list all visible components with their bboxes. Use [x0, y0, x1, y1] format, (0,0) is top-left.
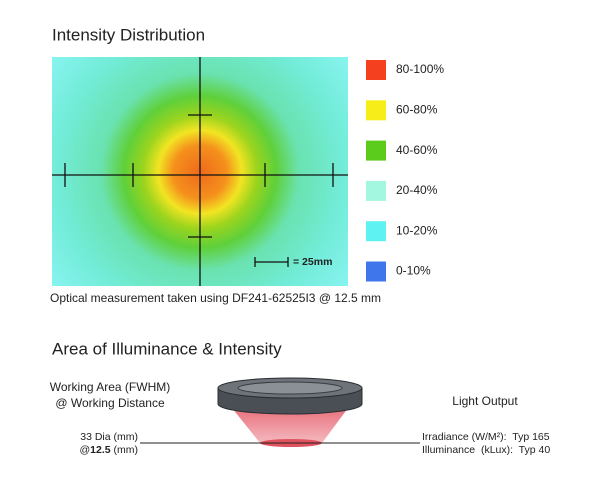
scale-label: = 25mm	[293, 256, 332, 268]
label: @12.5 (mm)	[79, 444, 138, 456]
title: Area of Illuminance & Intensity	[52, 339, 282, 358]
label: Illuminance (kLux): Typ 40	[422, 444, 550, 456]
label: @ Working Distance	[55, 396, 165, 410]
legend-label: 80-100%	[396, 62, 444, 76]
label: (mm)	[111, 444, 138, 456]
legend-label: 40-60%	[396, 143, 438, 157]
label: Working Area (FWHM)	[50, 380, 170, 394]
legend-label: 60-80%	[396, 102, 438, 116]
title: Intensity Distribution	[52, 25, 205, 44]
legend-swatch	[366, 180, 386, 201]
label: 12.5	[90, 444, 111, 456]
label: Light Output	[452, 394, 518, 408]
label: 33 Dia (mm)	[80, 431, 138, 443]
legend-label: 20-40%	[396, 183, 438, 197]
label: @	[79, 444, 90, 456]
legend-swatch	[366, 60, 386, 80]
legend-label: 0-10%	[396, 264, 431, 278]
caption: Optical measurement taken using DF241-62…	[50, 291, 381, 305]
crosshair	[52, 57, 348, 286]
lens	[217, 377, 363, 415]
legend-swatch	[366, 221, 386, 242]
legend-swatch	[366, 100, 386, 121]
label: Irradiance (W/M²): Typ 165	[422, 431, 550, 443]
legend-swatch	[366, 261, 386, 282]
legend-label: 10-20%	[396, 223, 438, 237]
legend-swatch	[366, 140, 386, 161]
legend: 80-100% 60-80% 40-60% 20-40% 10-20% 0-10%	[366, 60, 444, 282]
light-beam	[232, 408, 348, 443]
